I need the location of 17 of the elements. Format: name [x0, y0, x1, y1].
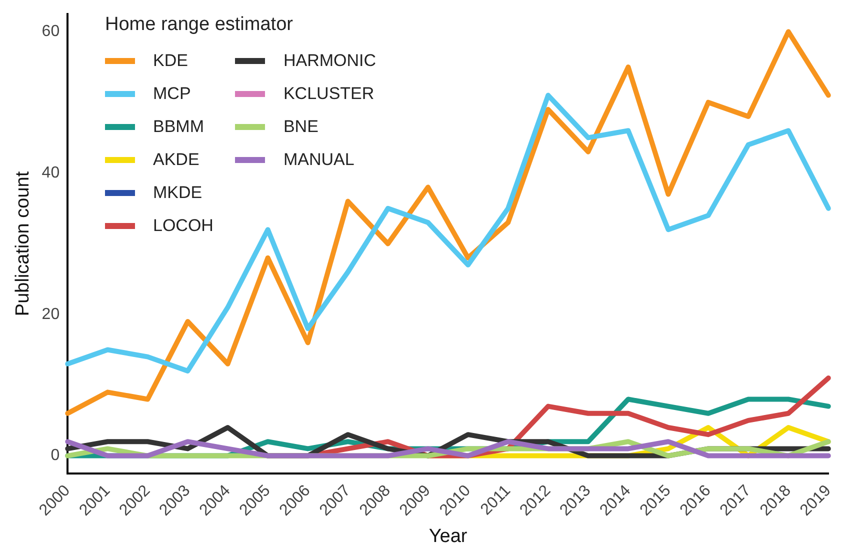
- legend-label: MKDE: [153, 182, 202, 202]
- legend-label: AKDE: [153, 150, 200, 170]
- legend-label: MCP: [153, 84, 191, 104]
- y-tick-label: 0: [50, 447, 60, 464]
- y-tick-label: 20: [42, 306, 60, 323]
- x-axis-title: Year: [428, 526, 468, 547]
- legend-label: KDE: [153, 50, 188, 70]
- legend-title: Home range estimator: [105, 14, 294, 36]
- y-axis-title: Publication count: [12, 170, 34, 316]
- legend-label: BBMM: [153, 116, 204, 136]
- y-tick-label: 40: [42, 164, 60, 182]
- legend-label: MANUAL: [283, 150, 354, 170]
- legend-label: LOCOH: [153, 216, 214, 236]
- legend-label: KCLUSTER: [283, 84, 374, 104]
- legend-label: HARMONIC: [283, 50, 376, 70]
- y-tick-label: 60: [42, 23, 60, 40]
- legend-label: BNE: [283, 116, 318, 136]
